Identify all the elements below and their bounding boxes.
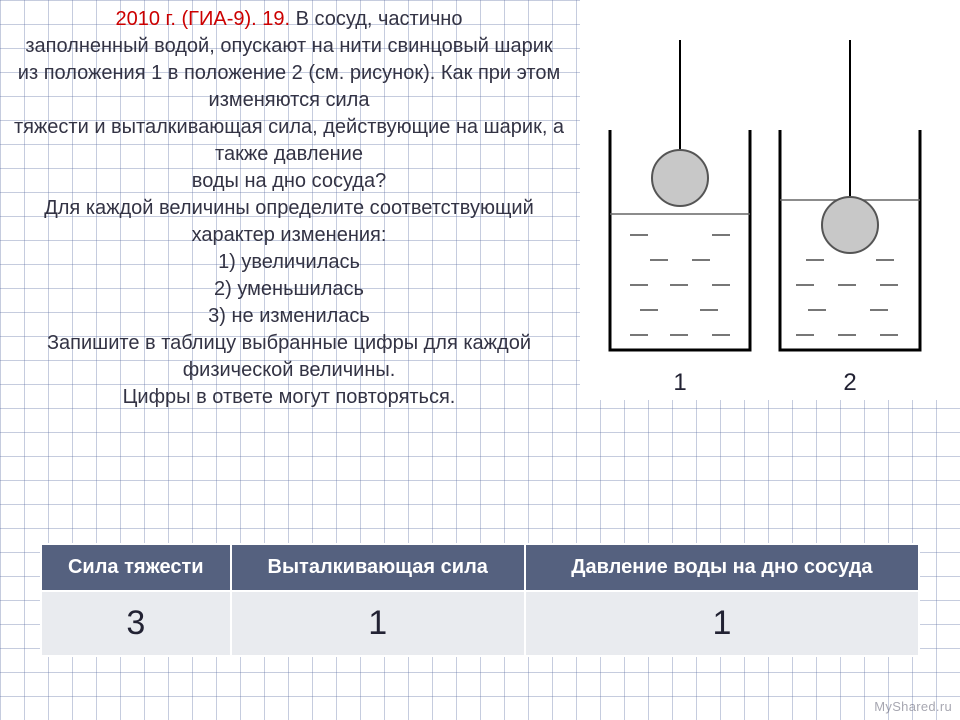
vessel-1-label: 1 [673, 369, 686, 396]
problem-text: 2010 г. (ГИА-9). 19. В сосуд, частично з… [4, 6, 574, 411]
table-answer-0: 3 [41, 591, 231, 656]
problem-line-6: 1) увеличилась [218, 251, 360, 273]
table-header-0: Сила тяжести [41, 544, 231, 591]
problem-line-4: воды на дно сосуда? [192, 170, 386, 192]
problem-line-5: Для каждой величины определите соответст… [44, 197, 534, 246]
table-answer-2: 1 [525, 591, 919, 656]
diagram-panel: 1 2 [580, 0, 960, 400]
table-answer-1: 1 [231, 591, 525, 656]
problem-line-1: заполненный водой, опускают на нити свин… [25, 35, 552, 57]
problem-line-7: 2) уменьшилась [214, 278, 364, 300]
diagram-svg: 1 2 [580, 0, 960, 400]
table-header-row: Сила тяжести Выталкивающая сила Давление… [41, 544, 919, 591]
problem-source: 2010 г. (ГИА-9). 19. [116, 8, 291, 30]
problem-line-2: из положения 1 в положение 2 (см. рисуно… [18, 62, 560, 111]
problem-line-8: 3) не изменилась [208, 305, 370, 327]
problem-line-3: тяжести и выталкивающая сила, действующи… [14, 116, 564, 165]
problem-line-10: Цифры в ответе могут повторяться. [123, 386, 456, 408]
table-header-1: Выталкивающая сила [231, 544, 525, 591]
vessel-2-label: 2 [843, 369, 856, 396]
table-answer-row: 3 1 1 [41, 591, 919, 656]
vessel-2: 2 [780, 40, 920, 396]
table-header-2: Давление воды на дно сосуда [525, 544, 919, 591]
problem-line-0: В сосуд, частично [290, 8, 462, 30]
watermark: MyShared.ru [874, 699, 952, 714]
answer-table: Сила тяжести Выталкивающая сила Давление… [40, 543, 920, 657]
vessel-1: 1 [610, 40, 750, 396]
problem-line-9: Запишите в таблицу выбранные цифры для к… [47, 332, 531, 381]
